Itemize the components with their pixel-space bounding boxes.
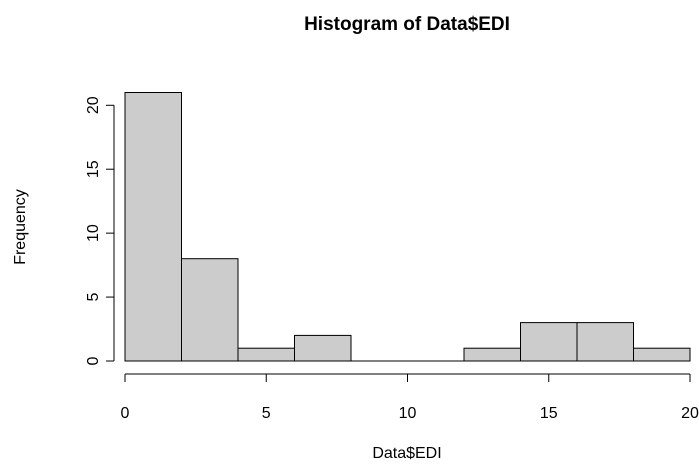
y-axis: 0 5 10 15 20 [85,96,115,365]
y-tick-label-0: 0 [85,356,102,365]
histogram-bar-6 [463,347,521,362]
x-tick-label-1: 5 [262,405,271,422]
x-tick-label-2: 10 [399,405,417,422]
histogram-bar-2 [237,347,295,362]
y-tick-label-3: 15 [85,160,102,178]
chart-title: Histogram of Data$EDI [304,14,510,35]
y-tick-label-2: 10 [85,224,102,242]
histogram-bar-1 [181,258,239,362]
histogram-bar-9 [633,347,691,362]
histogram-bar-3 [294,334,352,362]
y-tick-label-4: 20 [85,96,102,114]
x-tick-label-3: 15 [540,405,558,422]
histogram-bar-8 [576,322,634,362]
bars-group [124,92,691,362]
x-axis-label: Data$EDI [372,445,441,462]
x-tick-label-0: 0 [121,405,130,422]
histogram-bar-0 [124,92,182,362]
y-axis-label: Frequency [12,189,29,265]
x-axis: 0 5 10 15 20 [121,373,699,422]
y-tick-label-1: 5 [85,293,102,302]
histogram-bar-7 [520,322,578,362]
x-tick-label-4: 20 [681,405,699,422]
